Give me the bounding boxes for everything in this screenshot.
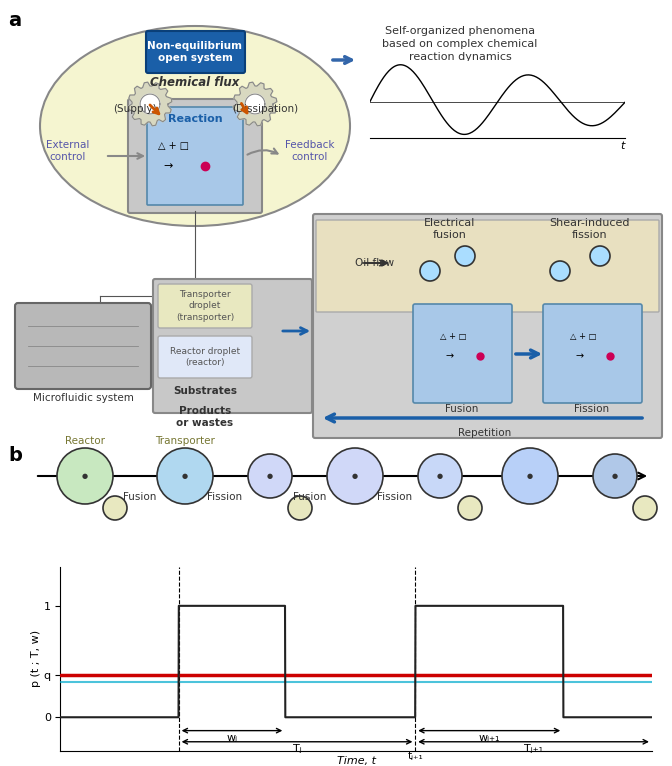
Text: ●: ●: [182, 473, 188, 479]
Circle shape: [420, 261, 440, 281]
Text: Electrical
fusion: Electrical fusion: [424, 218, 476, 241]
Text: b: b: [8, 446, 22, 465]
FancyBboxPatch shape: [413, 304, 512, 403]
Circle shape: [458, 496, 482, 520]
Text: (Dissipation): (Dissipation): [232, 104, 298, 114]
Text: Tⱼ: Tⱼ: [292, 744, 302, 754]
X-axis label: Time, t: Time, t: [337, 756, 376, 766]
Text: ●: ●: [82, 473, 88, 479]
Circle shape: [590, 246, 610, 266]
Text: Non-equilibrium
open system: Non-equilibrium open system: [147, 41, 243, 64]
Text: Microfluidic system: Microfluidic system: [32, 393, 134, 403]
Text: Chemical flux: Chemical flux: [151, 76, 240, 89]
Text: t: t: [620, 142, 625, 152]
Text: Fusion: Fusion: [124, 492, 157, 502]
Text: →: →: [163, 161, 173, 171]
Text: Shear-induced
fission: Shear-induced fission: [550, 218, 630, 241]
Text: Fusion: Fusion: [293, 492, 327, 502]
FancyBboxPatch shape: [128, 99, 262, 213]
Circle shape: [418, 454, 462, 498]
Text: External
control: External control: [46, 140, 89, 162]
Text: Transporter
droplet
(transporter): Transporter droplet (transporter): [176, 290, 234, 322]
Circle shape: [248, 454, 292, 498]
Text: Fission: Fission: [378, 492, 413, 502]
FancyBboxPatch shape: [146, 31, 245, 73]
Text: △ + □: △ + □: [570, 332, 597, 341]
Text: ●: ●: [527, 473, 533, 479]
Circle shape: [57, 448, 113, 504]
Text: ●: ●: [437, 473, 443, 479]
Text: a: a: [8, 11, 21, 30]
Text: Transporter: Transporter: [155, 436, 215, 446]
Circle shape: [502, 448, 558, 504]
Circle shape: [157, 448, 213, 504]
Circle shape: [455, 246, 475, 266]
FancyBboxPatch shape: [158, 284, 252, 328]
Polygon shape: [140, 94, 160, 114]
FancyBboxPatch shape: [316, 220, 659, 312]
Text: ●: ●: [612, 473, 618, 479]
Circle shape: [550, 261, 570, 281]
Text: wⱼ₊₁: wⱼ₊₁: [478, 733, 500, 743]
Y-axis label: p (t ; T, w): p (t ; T, w): [31, 630, 41, 687]
Text: Fission: Fission: [208, 492, 243, 502]
FancyBboxPatch shape: [543, 304, 642, 403]
FancyBboxPatch shape: [15, 303, 151, 389]
Circle shape: [593, 454, 637, 498]
Text: Repetition: Repetition: [458, 428, 511, 438]
Text: △ + □: △ + □: [158, 141, 189, 151]
Text: tⱼ₊₁: tⱼ₊₁: [407, 751, 423, 761]
Circle shape: [288, 496, 312, 520]
Text: Substrates: Substrates: [173, 386, 237, 396]
Text: ●: ●: [352, 473, 358, 479]
Text: Reaction: Reaction: [168, 114, 222, 124]
FancyBboxPatch shape: [147, 107, 243, 205]
Text: Fission: Fission: [575, 404, 610, 414]
Circle shape: [633, 496, 657, 520]
Text: Products
or wastes: Products or wastes: [177, 406, 234, 427]
Ellipse shape: [40, 26, 350, 226]
Text: (Supply): (Supply): [113, 104, 157, 114]
Text: △ + □: △ + □: [440, 332, 466, 341]
Polygon shape: [233, 82, 277, 126]
FancyBboxPatch shape: [313, 214, 662, 438]
Text: Self-organized phenomena
based on complex chemical
reaction dynamics
far from eq: Self-organized phenomena based on comple…: [382, 26, 538, 76]
Text: Reactor droplet
(reactor): Reactor droplet (reactor): [170, 347, 240, 367]
Text: Reactor: Reactor: [65, 436, 105, 446]
Circle shape: [103, 496, 127, 520]
FancyBboxPatch shape: [153, 279, 312, 413]
Circle shape: [327, 448, 383, 504]
Text: ●: ●: [267, 473, 273, 479]
FancyBboxPatch shape: [158, 336, 252, 378]
Polygon shape: [245, 94, 265, 114]
Text: Tⱼ₊₁: Tⱼ₊₁: [524, 744, 543, 754]
Text: →: →: [575, 351, 583, 361]
Text: Feedback
control: Feedback control: [285, 140, 335, 162]
Text: wⱼ: wⱼ: [226, 733, 237, 743]
Polygon shape: [128, 82, 172, 126]
Text: Fusion: Fusion: [446, 404, 478, 414]
Text: →: →: [445, 351, 453, 361]
Text: Oil flow: Oil flow: [355, 258, 394, 268]
